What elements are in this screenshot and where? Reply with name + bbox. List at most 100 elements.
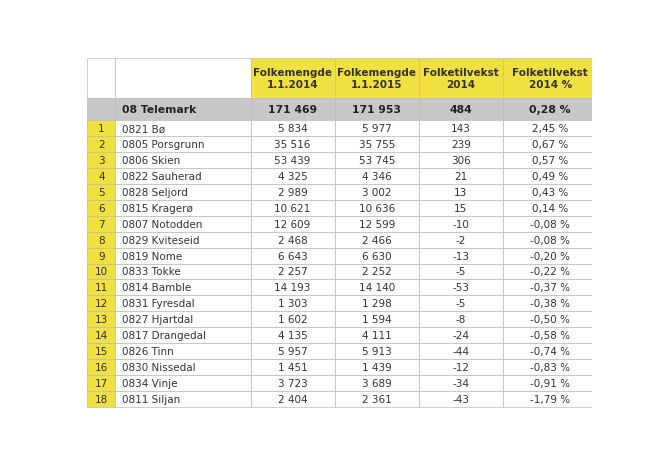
Text: 10: 10 bbox=[95, 267, 108, 277]
Text: Folkemengde
1.1.2014: Folkemengde 1.1.2014 bbox=[253, 68, 332, 90]
Bar bbox=[115, 121, 251, 137]
Bar bbox=[251, 391, 335, 407]
Text: -0,74 %: -0,74 % bbox=[530, 346, 570, 356]
Text: 18: 18 bbox=[95, 394, 108, 404]
Text: -0,22 %: -0,22 % bbox=[530, 267, 570, 277]
Bar bbox=[419, 375, 503, 391]
Bar bbox=[419, 391, 503, 407]
Bar bbox=[419, 137, 503, 153]
Bar bbox=[88, 232, 115, 248]
Text: 0807 Notodden: 0807 Notodden bbox=[122, 219, 202, 230]
Text: 2 468: 2 468 bbox=[278, 235, 307, 245]
Bar bbox=[503, 280, 597, 296]
Text: 12 609: 12 609 bbox=[274, 219, 311, 230]
Bar bbox=[251, 248, 335, 264]
Text: -0,58 %: -0,58 % bbox=[530, 330, 570, 340]
Bar bbox=[503, 359, 597, 375]
Text: 239: 239 bbox=[451, 140, 471, 150]
Text: 8: 8 bbox=[98, 235, 105, 245]
Text: 13: 13 bbox=[454, 188, 468, 197]
Bar bbox=[251, 201, 335, 216]
Bar bbox=[503, 391, 597, 407]
Bar bbox=[419, 59, 503, 99]
Bar bbox=[251, 312, 335, 327]
Bar bbox=[88, 296, 115, 312]
Text: 35 516: 35 516 bbox=[274, 140, 311, 150]
Bar bbox=[115, 264, 251, 280]
Text: 2 404: 2 404 bbox=[278, 394, 307, 404]
Text: 4: 4 bbox=[98, 172, 105, 182]
Text: -0,50 %: -0,50 % bbox=[530, 314, 570, 325]
Text: 0,43 %: 0,43 % bbox=[532, 188, 569, 197]
Bar bbox=[115, 137, 251, 153]
Text: 1 298: 1 298 bbox=[362, 299, 392, 308]
Bar bbox=[503, 264, 597, 280]
Bar bbox=[335, 248, 418, 264]
Text: -8: -8 bbox=[456, 314, 466, 325]
Text: 7: 7 bbox=[98, 219, 105, 230]
Bar bbox=[251, 280, 335, 296]
Text: 4 111: 4 111 bbox=[362, 330, 392, 340]
Text: 15: 15 bbox=[95, 346, 108, 356]
Bar bbox=[335, 312, 418, 327]
Text: 0819 Nome: 0819 Nome bbox=[122, 251, 182, 261]
Text: 53 439: 53 439 bbox=[274, 156, 311, 166]
Bar bbox=[503, 169, 597, 185]
Bar bbox=[251, 169, 335, 185]
Text: Folketilvekst
2014 %: Folketilvekst 2014 % bbox=[513, 68, 588, 90]
Bar bbox=[88, 375, 115, 391]
Text: 21: 21 bbox=[454, 172, 468, 182]
Bar bbox=[88, 185, 115, 201]
Bar bbox=[88, 391, 115, 407]
Bar bbox=[335, 359, 418, 375]
Bar bbox=[503, 59, 597, 99]
Text: 0831 Fyresdal: 0831 Fyresdal bbox=[122, 299, 194, 308]
Bar bbox=[419, 153, 503, 169]
Bar bbox=[419, 264, 503, 280]
Text: 1 439: 1 439 bbox=[362, 362, 392, 372]
Text: -0,38 %: -0,38 % bbox=[530, 299, 570, 308]
Bar bbox=[251, 59, 335, 99]
Bar bbox=[419, 296, 503, 312]
Bar bbox=[115, 312, 251, 327]
Bar bbox=[419, 121, 503, 137]
Bar bbox=[88, 280, 115, 296]
Text: 5 834: 5 834 bbox=[278, 124, 307, 134]
Bar bbox=[335, 169, 418, 185]
Text: 9: 9 bbox=[98, 251, 105, 261]
Bar bbox=[335, 264, 418, 280]
Bar bbox=[419, 169, 503, 185]
Bar bbox=[88, 312, 115, 327]
Text: -1,79 %: -1,79 % bbox=[530, 394, 570, 404]
Text: -44: -44 bbox=[453, 346, 469, 356]
Bar bbox=[335, 153, 418, 169]
Bar bbox=[419, 280, 503, 296]
Text: 171 953: 171 953 bbox=[352, 105, 401, 115]
Text: -0,37 %: -0,37 % bbox=[530, 283, 570, 293]
Text: -10: -10 bbox=[453, 219, 469, 230]
Text: 6 630: 6 630 bbox=[362, 251, 392, 261]
Text: 6: 6 bbox=[98, 203, 105, 213]
Bar bbox=[419, 248, 503, 264]
Bar bbox=[335, 216, 418, 232]
Bar bbox=[115, 327, 251, 343]
Text: 0,57 %: 0,57 % bbox=[532, 156, 569, 166]
Bar bbox=[503, 201, 597, 216]
Text: 0834 Vinje: 0834 Vinje bbox=[122, 378, 177, 388]
Text: 0806 Skien: 0806 Skien bbox=[122, 156, 180, 166]
Text: 0805 Porsgrunn: 0805 Porsgrunn bbox=[122, 140, 204, 150]
Text: 10 636: 10 636 bbox=[359, 203, 395, 213]
Bar bbox=[88, 201, 115, 216]
Text: 0814 Bamble: 0814 Bamble bbox=[122, 283, 191, 293]
Bar bbox=[251, 153, 335, 169]
Text: 08 Telemark: 08 Telemark bbox=[122, 105, 196, 115]
Text: 0821 Bø: 0821 Bø bbox=[122, 124, 164, 134]
Bar bbox=[503, 153, 597, 169]
Text: 0817 Drangedal: 0817 Drangedal bbox=[122, 330, 205, 340]
Text: 0822 Sauherad: 0822 Sauherad bbox=[122, 172, 201, 182]
Text: 16: 16 bbox=[95, 362, 108, 372]
Bar bbox=[503, 343, 597, 359]
Bar bbox=[503, 216, 597, 232]
Bar bbox=[503, 232, 597, 248]
Bar bbox=[419, 232, 503, 248]
